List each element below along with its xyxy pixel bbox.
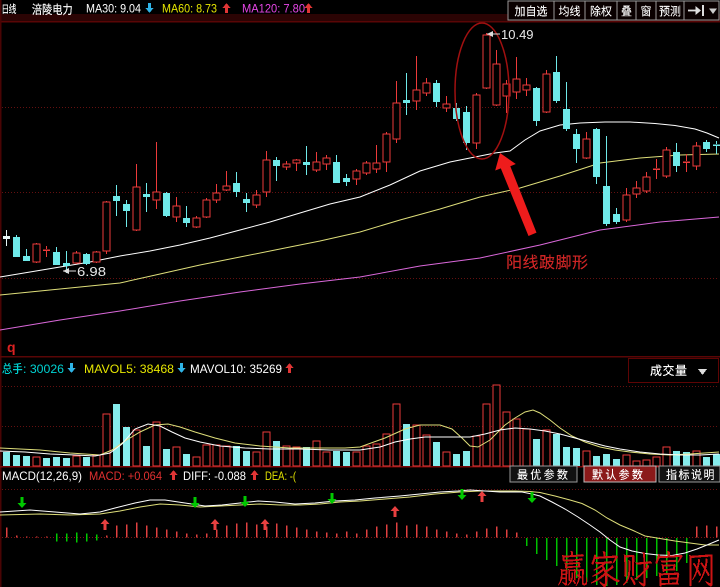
svg-text:MA30: 9.04: MA30: 9.04	[86, 2, 141, 16]
svg-text:MA60: 8.73: MA60: 8.73	[162, 2, 217, 16]
svg-text:MA120: 7.80: MA120: 7.80	[242, 2, 305, 16]
svg-text:10.49: 10.49	[501, 27, 534, 42]
svg-text:: 30026: : 30026	[23, 362, 64, 376]
svg-text:MACD: +0.064: MACD: +0.064	[89, 469, 162, 483]
svg-text:MAVOL10: 35269: MAVOL10: 35269	[190, 362, 282, 376]
svg-text:DIFF: -0.088: DIFF: -0.088	[183, 469, 246, 483]
svg-text:6.98: 6.98	[77, 264, 106, 279]
svg-text:MACD(12,26,9): MACD(12,26,9)	[2, 469, 82, 483]
svg-text:DEA: -(: DEA: -(	[265, 469, 296, 483]
svg-text:q: q	[7, 339, 16, 355]
svg-text:MAVOL5: 38468: MAVOL5: 38468	[84, 362, 174, 376]
